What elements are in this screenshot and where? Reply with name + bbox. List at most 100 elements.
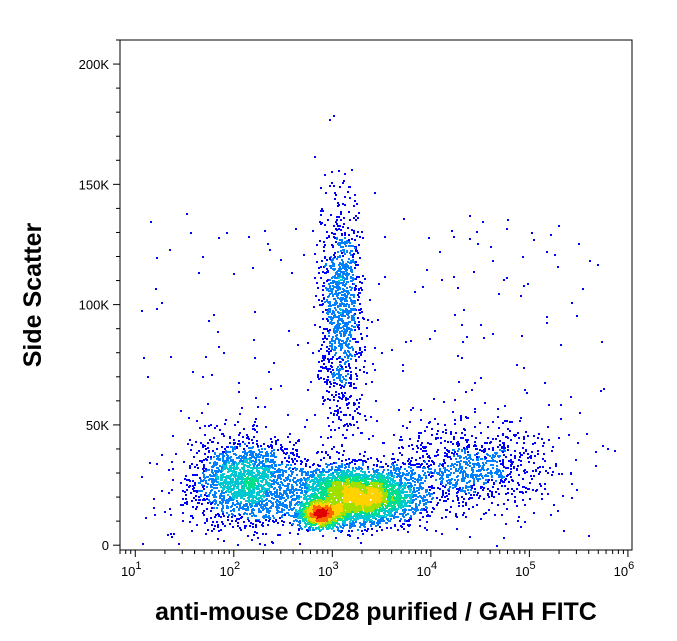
data-point (229, 483, 231, 485)
data-point (351, 325, 353, 327)
data-point (409, 502, 411, 504)
data-point (329, 399, 331, 401)
data-point (336, 277, 338, 279)
data-point (292, 486, 294, 488)
data-point (364, 360, 366, 362)
data-point (320, 529, 322, 531)
data-point (305, 474, 307, 476)
data-point (223, 451, 225, 453)
data-point (245, 492, 247, 494)
data-point (225, 461, 227, 463)
data-point (248, 465, 250, 467)
data-point (209, 462, 211, 464)
data-point (371, 528, 373, 530)
data-point (417, 481, 419, 483)
data-point (343, 249, 345, 251)
data-point (203, 514, 205, 516)
data-point (320, 366, 322, 368)
data-point (282, 497, 284, 499)
data-point (338, 345, 340, 347)
data-point (354, 329, 356, 331)
data-point (442, 485, 444, 487)
data-point (201, 461, 203, 463)
data-point (348, 267, 350, 269)
data-point (319, 304, 321, 306)
data-point (248, 478, 250, 480)
data-point (220, 453, 222, 455)
data-point (242, 460, 244, 462)
data-point (286, 452, 288, 454)
data-point (254, 421, 256, 423)
data-point (243, 498, 245, 500)
data-point (333, 115, 335, 117)
data-point (336, 405, 338, 407)
data-point (241, 496, 243, 498)
data-point (265, 488, 267, 490)
data-point (281, 461, 283, 463)
data-point (336, 383, 338, 385)
data-point (331, 478, 333, 480)
data-point (161, 454, 163, 456)
data-point (343, 342, 345, 344)
data-point (236, 447, 238, 449)
data-point (326, 346, 328, 348)
data-point (239, 460, 241, 462)
data-point (234, 446, 236, 448)
data-point (339, 369, 341, 371)
data-point (313, 481, 315, 483)
data-point (282, 475, 284, 477)
data-point (322, 289, 324, 291)
data-point (345, 304, 347, 306)
data-point (328, 425, 330, 427)
data-point (226, 457, 228, 459)
data-point (326, 237, 328, 239)
data-point (348, 310, 350, 312)
data-point (228, 498, 230, 500)
data-point (353, 326, 355, 328)
data-point (347, 425, 349, 427)
data-point (293, 494, 295, 496)
data-point (334, 198, 336, 200)
data-point (360, 352, 362, 354)
data-point (312, 464, 314, 466)
data-point (333, 340, 335, 342)
data-point (342, 434, 344, 436)
data-point (255, 501, 257, 503)
data-point (253, 428, 255, 430)
data-point (185, 498, 187, 500)
data-point (236, 506, 238, 508)
data-point (305, 465, 307, 467)
data-point (224, 525, 226, 527)
data-point (350, 378, 352, 380)
data-point (251, 447, 253, 449)
data-point (284, 506, 286, 508)
data-point (252, 463, 254, 465)
data-point (345, 245, 347, 247)
data-point (249, 503, 251, 505)
data-point (272, 542, 274, 544)
data-point (247, 492, 249, 494)
data-point (262, 465, 264, 467)
data-point (222, 464, 224, 466)
data-point (197, 467, 199, 469)
data-point (332, 276, 334, 278)
data-point (322, 444, 324, 446)
data-point (331, 358, 333, 360)
data-point (342, 273, 344, 275)
data-point (205, 492, 207, 494)
data-point (235, 478, 237, 480)
data-point (357, 412, 359, 414)
data-point (326, 259, 328, 261)
data-point (207, 447, 209, 449)
data-point (193, 497, 195, 499)
data-point (215, 462, 217, 464)
data-point (261, 473, 263, 475)
data-point (247, 506, 249, 508)
data-point (172, 479, 174, 481)
data-point (354, 247, 356, 249)
data-point (329, 311, 331, 313)
data-point (212, 494, 214, 496)
data-point (341, 234, 343, 236)
data-point (318, 378, 320, 380)
data-point (342, 376, 344, 378)
